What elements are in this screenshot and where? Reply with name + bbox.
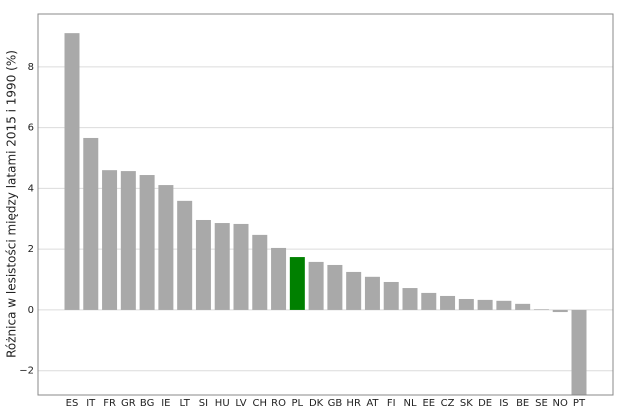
bar: [496, 300, 512, 310]
bar: [214, 223, 230, 310]
bar: [158, 185, 174, 310]
x-tick-label: DK: [309, 398, 324, 409]
bar: [346, 271, 362, 310]
x-tick-label: SI: [199, 398, 208, 409]
x-tick-label: FR: [103, 398, 116, 409]
bar: [383, 281, 399, 310]
bar: [477, 299, 493, 310]
x-tick-label: IT: [86, 398, 96, 409]
bar: [120, 171, 136, 310]
x-tick-label: PT: [573, 398, 586, 409]
x-tick-label: CZ: [441, 398, 455, 409]
bar: [139, 175, 155, 310]
y-tick-label: −2: [19, 366, 34, 377]
bar: [552, 309, 568, 313]
bar: [64, 33, 80, 310]
bar: [515, 303, 531, 310]
bar: [233, 223, 249, 310]
bar: [533, 309, 549, 310]
bar: [402, 288, 418, 310]
bar: [289, 257, 305, 310]
y-tick-label: 4: [28, 183, 34, 194]
x-tick-label: BE: [516, 398, 529, 409]
x-tick-label: NL: [403, 398, 416, 409]
bars: [64, 33, 587, 395]
x-tick-label: AT: [366, 398, 379, 409]
y-axis-label: Różnica w lesistości między latami 2015 …: [5, 50, 19, 358]
bar: [177, 200, 193, 310]
x-tick-label: IS: [499, 398, 508, 409]
bar: [327, 264, 343, 310]
y-tick-label: 8: [28, 62, 34, 73]
bar: [308, 261, 324, 310]
x-tick-label: EE: [422, 398, 435, 409]
x-tick-label: BG: [140, 398, 154, 409]
x-tick-label: NO: [553, 398, 568, 409]
bar: [252, 234, 268, 310]
x-tick-label: GR: [121, 398, 136, 409]
plot-frame: [37, 13, 614, 396]
bar: [571, 309, 587, 395]
x-tick-label: SK: [460, 398, 473, 409]
x-tick-label: HU: [215, 398, 230, 409]
x-tick-label: CH: [253, 398, 268, 409]
bar: [102, 170, 118, 310]
x-tick-label: PL: [292, 398, 304, 409]
x-tick-label: IE: [161, 398, 170, 409]
x-tick-label: ES: [66, 398, 79, 409]
bar: [83, 137, 99, 310]
bar: [421, 292, 437, 310]
bar: [440, 295, 456, 310]
x-tick-label: DE: [478, 398, 492, 409]
x-tick-label: RO: [271, 398, 286, 409]
y-tick-label: 2: [28, 244, 34, 255]
bar: [195, 219, 211, 310]
x-tick-label: HR: [346, 398, 361, 409]
y-tick-label: 6: [28, 123, 34, 134]
bar: [458, 298, 474, 310]
y-tick-label: 0: [28, 305, 34, 316]
x-tick-label: SE: [535, 398, 548, 409]
x-tick-label: GB: [328, 398, 343, 409]
bar: [364, 276, 380, 310]
x-tick-label: LT: [180, 398, 191, 409]
x-tick-label: LV: [235, 398, 246, 409]
bar: [271, 247, 287, 310]
x-tick-label: FI: [387, 398, 396, 409]
